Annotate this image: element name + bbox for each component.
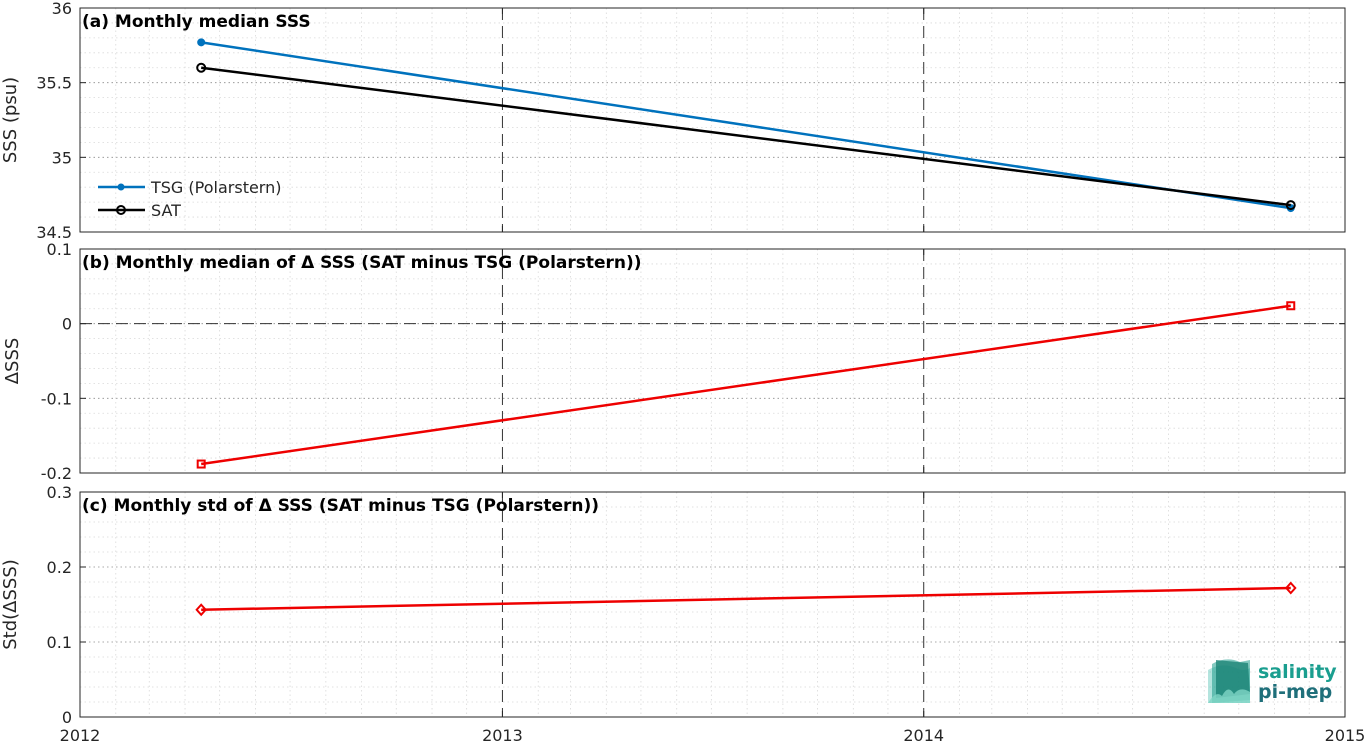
data-point [196, 459, 206, 469]
x-tick-label: 2015 [1325, 726, 1366, 745]
logo-text-line2: pi-mep [1258, 681, 1332, 703]
panel-a: 34.5 35 35.5 36 SSS (psu) (a) Monthly median … [0, 0, 1346, 242]
data-point [197, 38, 206, 47]
series-line [201, 41, 1291, 210]
y-tick-label: 0.3 [47, 483, 72, 502]
y-tick-label: -0.1 [41, 389, 72, 408]
legend: TSG (Polarstern) SAT [98, 178, 281, 220]
panel-frame [79, 248, 1346, 474]
series-line [201, 304, 1291, 466]
panel-frame [79, 7, 1346, 233]
y-tick-label: 0.2 [47, 558, 72, 577]
y-tick-label: 0.1 [47, 633, 72, 652]
panel-frame [79, 491, 1346, 718]
legend-marker [117, 183, 125, 191]
x-tick-label: 2013 [482, 726, 523, 745]
y-tick-label: 0.1 [47, 240, 72, 259]
data-point [1286, 301, 1296, 311]
y-tick-label: 34.5 [36, 223, 72, 242]
legend-label: TSG (Polarstern) [150, 178, 281, 197]
y-tick-label: 0 [62, 315, 72, 334]
panel-b: -0.2 -0.1 0 0.1 ΔSSS (b) Monthly median of Δ … [2, 240, 1346, 483]
panel-c: 0 0.1 0.2 0.3 Std(ΔSSS) (c) Monthly std of Δ … [0, 483, 1346, 727]
data-point [1284, 581, 1297, 595]
y-axis-label: SSS (psu) [0, 77, 21, 163]
panel-title: (b) Monthly median of Δ SSS (SAT minus T… [82, 253, 642, 273]
logo-wave-icon [1208, 659, 1250, 703]
y-tick-label: 0 [62, 708, 72, 727]
y-axis-label: Std(ΔSSS) [0, 559, 21, 650]
salinity-pi-mep-logo: salinity pi-mep [1208, 659, 1337, 703]
data-point [195, 603, 208, 617]
logo-text-line1: salinity [1258, 661, 1337, 683]
y-axis-label: ΔSSS [2, 338, 23, 385]
y-tick-label: 35 [52, 148, 72, 167]
y-tick-label: 36 [52, 0, 72, 18]
panel-title: (c) Monthly std of Δ SSS (SAT minus TSG … [82, 496, 599, 516]
x-tick-label: 2014 [903, 726, 944, 745]
x-tick-label: 2012 [60, 726, 101, 745]
panel-title: (a) Monthly median SSS [82, 12, 311, 32]
legend-marker [116, 205, 126, 215]
legend-label: SAT [151, 201, 181, 220]
y-tick-label: 35.5 [36, 74, 72, 93]
series-line [201, 66, 1291, 207]
data-point [196, 62, 207, 73]
y-tick-label: -0.2 [41, 464, 72, 483]
series-line [201, 586, 1291, 611]
data-point [1285, 200, 1296, 211]
